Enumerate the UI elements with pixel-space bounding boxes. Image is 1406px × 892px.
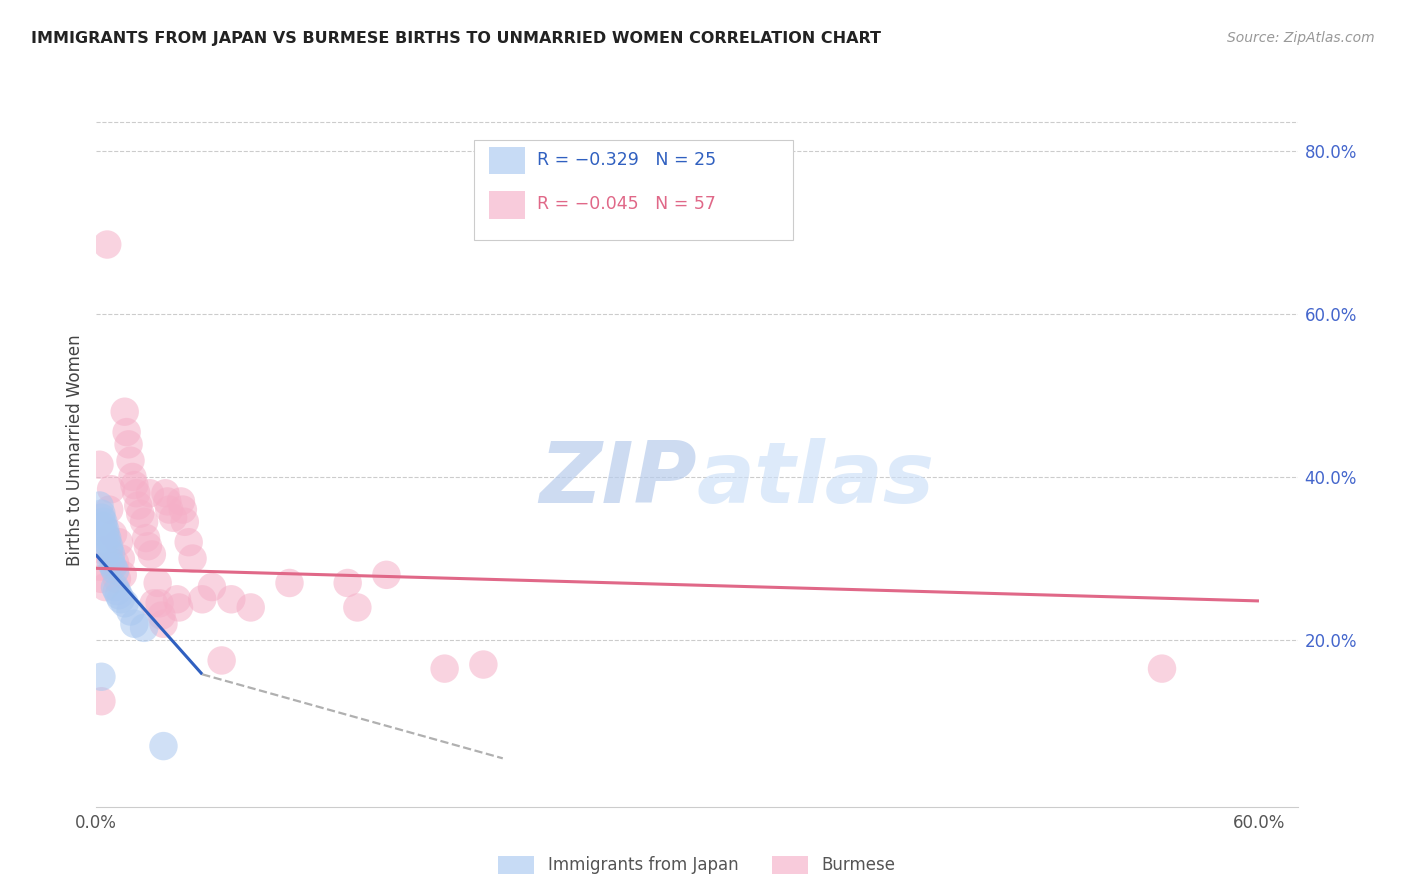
Point xyxy=(100,548,122,562)
Point xyxy=(100,482,122,496)
Point xyxy=(108,535,131,549)
Point xyxy=(336,576,359,591)
Point xyxy=(129,507,152,521)
Point xyxy=(104,556,127,570)
Point xyxy=(191,592,214,607)
Text: Source: ZipAtlas.com: Source: ZipAtlas.com xyxy=(1227,31,1375,45)
Point xyxy=(89,458,111,472)
Point xyxy=(108,588,131,602)
Point xyxy=(104,564,127,578)
Point xyxy=(162,510,184,524)
Point xyxy=(1150,662,1173,676)
Point xyxy=(141,548,163,562)
Point xyxy=(90,694,112,708)
Point xyxy=(98,543,121,558)
Text: ZIP: ZIP xyxy=(538,437,697,521)
Point xyxy=(90,670,112,684)
Point xyxy=(120,605,142,619)
Point xyxy=(90,507,112,521)
Y-axis label: Births to Unmarried Women: Births to Unmarried Women xyxy=(66,334,84,566)
Point xyxy=(115,425,138,439)
Point xyxy=(173,515,195,529)
Point xyxy=(117,437,139,451)
Point xyxy=(114,596,136,610)
Point xyxy=(127,499,149,513)
Point xyxy=(136,539,159,553)
Text: R = −0.045   N = 57: R = −0.045 N = 57 xyxy=(537,195,716,213)
Point xyxy=(156,494,179,508)
Point xyxy=(166,592,188,607)
Text: R = −0.329   N = 25: R = −0.329 N = 25 xyxy=(537,151,716,169)
Text: atlas: atlas xyxy=(697,437,935,521)
Point xyxy=(110,592,132,607)
Point xyxy=(94,580,117,594)
Point xyxy=(433,662,456,676)
Point xyxy=(239,600,262,615)
Point xyxy=(121,470,143,484)
Point xyxy=(150,608,173,623)
Point xyxy=(89,499,111,513)
Point xyxy=(221,592,243,607)
Point xyxy=(132,515,155,529)
Point xyxy=(93,519,115,533)
Legend: Immigrants from Japan, Burmese: Immigrants from Japan, Burmese xyxy=(491,849,903,881)
Point xyxy=(132,621,155,635)
Point xyxy=(120,453,142,467)
Point xyxy=(104,580,127,594)
Point xyxy=(93,543,115,558)
Point xyxy=(155,486,177,500)
Point xyxy=(100,556,122,570)
Point xyxy=(101,559,124,574)
Point xyxy=(114,405,136,419)
Point xyxy=(167,600,190,615)
Point xyxy=(149,596,172,610)
Point xyxy=(94,523,117,537)
Point xyxy=(201,580,224,594)
Point xyxy=(472,657,495,672)
Point xyxy=(89,559,111,574)
Point xyxy=(375,567,398,582)
Point xyxy=(93,515,115,529)
Point xyxy=(105,572,128,586)
Point xyxy=(146,576,169,591)
Point xyxy=(152,616,174,631)
Point xyxy=(110,551,132,566)
Point xyxy=(181,551,204,566)
Point xyxy=(96,237,118,252)
Point xyxy=(172,502,194,516)
Point xyxy=(124,478,146,492)
Point xyxy=(170,494,193,508)
Bar xyxy=(489,192,524,219)
Bar xyxy=(489,147,524,174)
Point xyxy=(139,486,162,500)
Point xyxy=(177,535,200,549)
Point xyxy=(101,527,124,541)
Point xyxy=(111,567,134,582)
Point xyxy=(135,531,157,545)
Point xyxy=(278,576,301,591)
Point xyxy=(125,486,148,500)
Point xyxy=(90,510,112,524)
Point xyxy=(142,596,165,610)
Point xyxy=(98,539,121,553)
Point xyxy=(346,600,368,615)
Point xyxy=(152,739,174,753)
Point xyxy=(94,527,117,541)
Point xyxy=(90,572,112,586)
Point xyxy=(124,616,146,631)
Point xyxy=(105,584,128,599)
Text: IMMIGRANTS FROM JAPAN VS BURMESE BIRTHS TO UNMARRIED WOMEN CORRELATION CHART: IMMIGRANTS FROM JAPAN VS BURMESE BIRTHS … xyxy=(31,31,882,46)
Point xyxy=(96,531,118,545)
Point xyxy=(157,502,180,516)
Bar xyxy=(474,140,793,240)
Point xyxy=(211,653,233,667)
Point xyxy=(98,502,121,516)
Point xyxy=(96,535,118,549)
